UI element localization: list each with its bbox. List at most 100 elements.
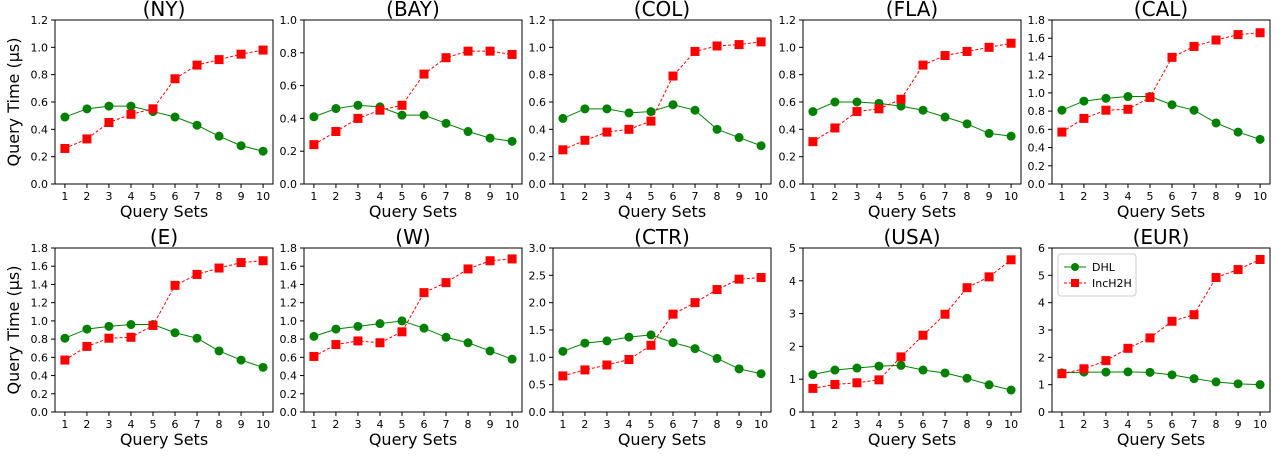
data-point-dhl bbox=[1123, 92, 1133, 102]
y-tick-label: 0.4 bbox=[280, 112, 298, 125]
x-tick-label: 5 bbox=[897, 418, 904, 431]
data-point-inch2h bbox=[441, 278, 451, 288]
data-point-dhl bbox=[808, 370, 818, 380]
y-tick-label: 0.8 bbox=[280, 47, 298, 60]
data-point-dhl bbox=[1233, 379, 1243, 389]
data-point-dhl bbox=[984, 128, 994, 138]
x-tick-label: 7 bbox=[1191, 418, 1198, 431]
x-tick-label: 4 bbox=[376, 418, 383, 431]
x-tick-label: 2 bbox=[831, 418, 838, 431]
data-point-dhl bbox=[1079, 96, 1089, 106]
panel-title: (CTR) bbox=[634, 225, 690, 249]
y-tick-label: 0 bbox=[789, 406, 796, 419]
x-tick-label: 7 bbox=[194, 418, 201, 431]
x-tick-label: 1 bbox=[559, 418, 566, 431]
data-point-inch2h bbox=[126, 109, 136, 119]
legend-label: DHL bbox=[1092, 261, 1116, 274]
plot-frame bbox=[1051, 19, 1271, 185]
y-tick-label: 0.6 bbox=[1028, 123, 1046, 136]
data-point-inch2h bbox=[1255, 254, 1265, 264]
data-point-inch2h bbox=[1167, 52, 1177, 62]
data-point-inch2h bbox=[60, 355, 70, 365]
x-tick-label: 10 bbox=[505, 190, 519, 203]
data-point-dhl bbox=[485, 346, 495, 356]
x-tick-label: 8 bbox=[964, 418, 971, 431]
data-point-dhl bbox=[734, 364, 744, 374]
data-point-inch2h bbox=[1189, 310, 1199, 320]
data-point-inch2h bbox=[148, 104, 158, 114]
data-point-inch2h bbox=[236, 258, 246, 268]
data-point-inch2h bbox=[1145, 92, 1155, 102]
x-tick-label: 5 bbox=[1146, 190, 1153, 203]
x-tick-label: 8 bbox=[714, 418, 721, 431]
x-tick-label: 6 bbox=[421, 418, 428, 431]
x-tick-label: 8 bbox=[964, 190, 971, 203]
data-point-dhl bbox=[712, 353, 722, 363]
x-tick-label: 9 bbox=[487, 418, 494, 431]
data-point-inch2h bbox=[485, 46, 495, 56]
y-tick-label: 3 bbox=[1038, 324, 1045, 337]
data-point-inch2h bbox=[1057, 127, 1067, 137]
data-point-inch2h bbox=[1167, 316, 1177, 326]
x-axis-label: Query Sets bbox=[120, 430, 208, 449]
data-point-dhl bbox=[1167, 370, 1177, 380]
x-axis-label: Query Sets bbox=[618, 430, 706, 449]
data-point-dhl bbox=[214, 346, 224, 356]
x-tick-label: 2 bbox=[83, 418, 90, 431]
data-point-inch2h bbox=[258, 256, 268, 266]
data-point-dhl bbox=[60, 112, 70, 122]
panel-title: (NY) bbox=[143, 0, 186, 21]
data-point-inch2h bbox=[756, 37, 766, 47]
y-tick-label: 0.5 bbox=[529, 379, 547, 392]
data-point-dhl bbox=[1211, 118, 1221, 128]
series-line-dhl bbox=[1061, 96, 1261, 140]
data-point-dhl bbox=[918, 105, 928, 115]
data-point-inch2h bbox=[397, 327, 407, 337]
y-tick-label: 0.0 bbox=[31, 406, 49, 419]
x-tick-label: 1 bbox=[809, 418, 816, 431]
data-point-dhl bbox=[1255, 134, 1265, 144]
data-point-dhl bbox=[441, 332, 451, 342]
y-tick-label: 1.4 bbox=[1028, 50, 1046, 63]
data-point-dhl bbox=[1233, 127, 1243, 137]
panel-title: (EUR) bbox=[1133, 225, 1190, 249]
y-tick-label: 1.6 bbox=[31, 260, 49, 273]
y-tick-label: 5 bbox=[789, 242, 796, 255]
x-tick-label: 5 bbox=[647, 190, 654, 203]
data-point-dhl bbox=[1006, 385, 1016, 395]
plot-frame bbox=[303, 247, 523, 413]
series-line-dhl bbox=[1061, 371, 1261, 386]
y-tick-label: 1.8 bbox=[280, 242, 298, 255]
data-point-dhl bbox=[668, 338, 678, 348]
data-point-inch2h bbox=[1255, 28, 1265, 38]
x-tick-label: 9 bbox=[986, 190, 993, 203]
x-tick-label: 1 bbox=[61, 190, 68, 203]
plot-frame bbox=[1051, 247, 1271, 413]
y-tick-label: 5 bbox=[1038, 269, 1045, 282]
series-line-dhl bbox=[313, 104, 513, 142]
y-tick-label: 0.4 bbox=[280, 370, 298, 383]
data-point-dhl bbox=[104, 321, 114, 331]
y-tick-label: 0.8 bbox=[529, 69, 547, 82]
y-tick-label: 2 bbox=[789, 340, 796, 353]
x-tick-label: 4 bbox=[127, 190, 134, 203]
data-point-inch2h bbox=[580, 135, 590, 145]
x-tick-label: 5 bbox=[647, 418, 654, 431]
y-tick-label: 0.0 bbox=[280, 406, 298, 419]
data-point-inch2h bbox=[1123, 104, 1133, 114]
x-tick-label: 1 bbox=[809, 190, 816, 203]
data-point-dhl bbox=[1211, 377, 1221, 387]
data-point-inch2h bbox=[830, 123, 840, 133]
data-point-inch2h bbox=[646, 340, 656, 350]
data-point-dhl bbox=[962, 119, 972, 129]
data-point-inch2h bbox=[419, 69, 429, 79]
y-tick-label: 1.8 bbox=[31, 242, 49, 255]
x-tick-label: 5 bbox=[149, 418, 156, 431]
data-point-inch2h bbox=[690, 46, 700, 56]
data-point-dhl bbox=[353, 321, 363, 331]
x-tick-label: 5 bbox=[398, 190, 405, 203]
data-point-inch2h bbox=[82, 341, 92, 351]
x-tick-label: 2 bbox=[581, 190, 588, 203]
data-point-dhl bbox=[558, 346, 568, 356]
series-line-dhl bbox=[64, 105, 264, 152]
